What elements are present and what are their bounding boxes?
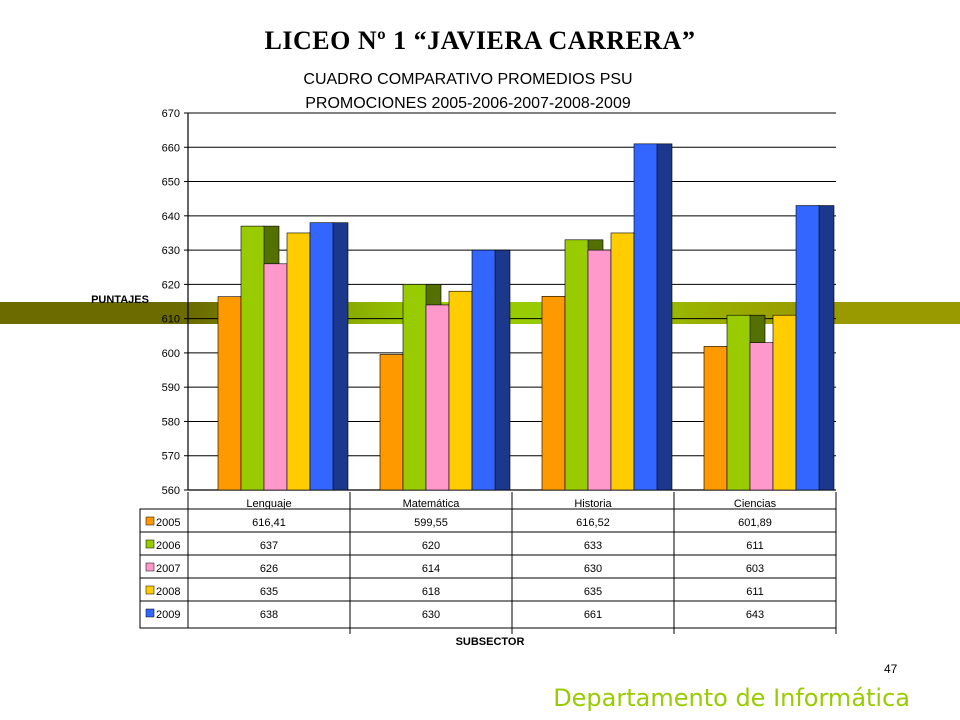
bar-2009-Matemática — [471, 249, 496, 491]
legend-label-2005: 2005 — [156, 517, 180, 529]
bar-side-2009-1 — [493, 249, 511, 491]
data-label-2008-1: 618 — [422, 586, 440, 598]
chart-title: CUADRO COMPARATIVO PROMEDIOS PSU — [303, 71, 632, 88]
y-axis-label: PUNTAJES — [91, 294, 149, 306]
data-label-2006-1: 620 — [422, 540, 440, 552]
data-label-2009-0: 638 — [260, 609, 278, 621]
legend-swatch-2008 — [145, 585, 155, 595]
bar-2007-Lenguaje — [263, 263, 288, 491]
data-label-2009-2: 661 — [584, 609, 602, 621]
bar-2008-Lenguaje — [286, 232, 311, 491]
bar-2007-Ciencias — [749, 342, 774, 491]
legend-swatch-2006 — [145, 539, 155, 549]
data-label-2006-3: 611 — [746, 540, 764, 552]
category-label-1: Matemática — [403, 498, 461, 510]
bar-2009-Lenguaje — [309, 222, 334, 491]
data-label-2008-3: 611 — [746, 586, 764, 598]
bar-2008-Ciencias — [772, 314, 797, 491]
bar-side-2009-2 — [655, 143, 673, 491]
legend-label-2006: 2006 — [156, 540, 180, 552]
bar-2005-Ciencias — [703, 346, 728, 491]
data-table-frame — [139, 508, 837, 629]
y-tick-label: 580 — [162, 416, 180, 428]
bar-2009-Historia — [633, 143, 658, 491]
data-label-2006-2: 633 — [584, 540, 602, 552]
data-label-2007-0: 626 — [260, 563, 278, 575]
bar-2007-Historia — [587, 249, 612, 491]
y-tick-label: 670 — [162, 108, 180, 120]
chart-subtitle: PROMOCIONES 2005-2006-2007-2008-2009 — [305, 95, 631, 112]
bar-side-2009-0 — [331, 222, 349, 491]
data-label-2008-0: 635 — [260, 586, 278, 598]
data-label-2009-1: 630 — [422, 609, 440, 621]
y-tick-label: 610 — [162, 314, 180, 326]
y-tick-label: 560 — [162, 485, 180, 497]
bar-2006-Ciencias — [726, 314, 751, 491]
data-label-2007-2: 630 — [584, 563, 602, 575]
data-label-2007-3: 603 — [746, 563, 764, 575]
category-label-0: Lenguaje — [246, 498, 291, 510]
legend-label-2008: 2008 — [156, 586, 180, 598]
category-label-3: Ciencias — [734, 498, 777, 510]
y-tick-label: 660 — [162, 142, 180, 154]
y-tick-label: 630 — [162, 245, 180, 257]
y-tick-label: 650 — [162, 177, 180, 189]
legend-swatch-2009 — [145, 608, 155, 618]
data-label-2006-0: 637 — [260, 540, 278, 552]
y-tick-label: 590 — [162, 382, 180, 394]
bar-2006-Lenguaje — [240, 225, 265, 491]
bar-2008-Historia — [610, 232, 635, 491]
page-number: 47 — [884, 662, 898, 676]
slide-title: LICEO Nº 1 “JAVIERA CARRERA” — [264, 26, 696, 55]
legend-label-2007: 2007 — [156, 563, 180, 575]
bar-2005-Historia — [541, 295, 566, 491]
y-tick-label: 570 — [162, 451, 180, 463]
data-label-2007-1: 614 — [422, 563, 440, 575]
bar-2006-Matemática — [402, 284, 427, 491]
y-tick-label: 640 — [162, 211, 180, 223]
bar-2008-Matemática — [448, 290, 473, 491]
footer-department: Departamento de Informática — [553, 684, 910, 712]
bar-2009-Ciencias — [795, 205, 820, 491]
legend-swatch-2005 — [145, 516, 155, 526]
data-label-2009-3: 643 — [746, 609, 764, 621]
x-axis-label: SUBSECTOR — [456, 636, 525, 648]
bar-2006-Historia — [564, 239, 589, 491]
bar-side-2009-3 — [817, 205, 835, 491]
data-label-2008-2: 635 — [584, 586, 602, 598]
bar-2005-Lenguaje — [217, 296, 242, 491]
category-label-2: Historia — [574, 498, 612, 510]
data-label-2005-0: 616,41 — [252, 517, 286, 529]
y-tick-label: 600 — [162, 348, 180, 360]
data-label-2005-3: 601,89 — [738, 517, 772, 529]
data-label-2005-1: 599,55 — [414, 517, 448, 529]
y-tick-label: 620 — [162, 279, 180, 291]
legend-label-2009: 2009 — [156, 609, 180, 621]
legend-swatch-2007 — [145, 562, 155, 572]
bar-2007-Matemática — [425, 304, 450, 491]
bar-2005-Matemática — [379, 354, 404, 491]
data-label-2005-2: 616,52 — [576, 517, 610, 529]
